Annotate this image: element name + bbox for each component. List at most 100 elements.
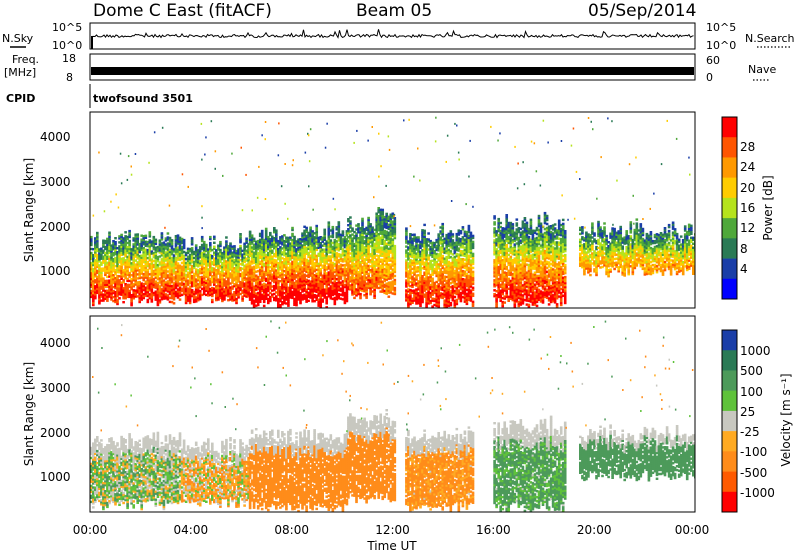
- date-title: 05/Sep/2014: [588, 1, 696, 21]
- power-range-gate-cell: [273, 268, 276, 272]
- power-range-gate-cell: [319, 274, 323, 277]
- power-range-gate-cell: [389, 221, 393, 224]
- power-range-gate-cell: [349, 222, 352, 225]
- power-range-gate-cell: [389, 215, 393, 218]
- power-range-gate-cell: [156, 265, 160, 269]
- power-range-gate-cell: [329, 229, 333, 232]
- power-range-gate-cell: [353, 292, 356, 296]
- power-range-gate-cell: [188, 293, 192, 297]
- power-range-gate-cell: [219, 270, 222, 274]
- power-range-gate-cell: [347, 232, 350, 235]
- power-range-gate-cell: [148, 241, 152, 244]
- power-range-gate-cell: [245, 271, 248, 274]
- power-range-gate-cell: [341, 268, 345, 271]
- power-range-gate-cell: [217, 298, 220, 301]
- power-range-gate-cell: [423, 251, 426, 254]
- power-range-gate-cell: [166, 232, 170, 235]
- power-range-gate-cell: [176, 264, 180, 267]
- power-range-gate-cell: [283, 260, 286, 263]
- power-range-gate-cell: [200, 235, 204, 239]
- power-range-gate-cell: [373, 278, 376, 281]
- power-range-gate-cell: [409, 300, 412, 304]
- power-range-gate-cell: [154, 254, 158, 257]
- power-range-gate-cell: [323, 294, 327, 297]
- power-range-gate-cell: [437, 303, 441, 306]
- power-range-gate-cell: [267, 277, 270, 281]
- power-range-gate-cell: [156, 285, 160, 289]
- power-range-gate-cell: [213, 287, 216, 290]
- power-range-gate-cell: [166, 258, 170, 261]
- power-range-gate-cell: [291, 256, 294, 260]
- power-range-gate-cell: [337, 253, 341, 256]
- power-range-gate-cell: [415, 294, 418, 297]
- power-range-gate-cell: [252, 245, 256, 248]
- power-range-gate-cell: [311, 270, 314, 273]
- power-range-gate-cell: [124, 295, 127, 298]
- power-range-gate-cell: [221, 255, 224, 259]
- power-range-gate-cell: [383, 269, 387, 273]
- power-range-gate-cell: [415, 256, 418, 259]
- power-range-gate-cell: [221, 283, 224, 287]
- power-range-gate-cell: [138, 282, 142, 286]
- power-range-gate-cell: [271, 251, 274, 254]
- power-range-gate-cell: [443, 267, 447, 270]
- power-range-gate-cell: [148, 251, 152, 254]
- power-range-gate-cell: [433, 291, 436, 295]
- power-range-gate-cell: [391, 274, 395, 277]
- power-range-gate-cell: [337, 223, 341, 226]
- power-range-gate-cell: [262, 262, 266, 266]
- power-range-gate-cell: [407, 304, 410, 307]
- power-range-gate-cell: [339, 243, 343, 246]
- power-range-gate-cell: [94, 259, 97, 262]
- power-range-gate-cell: [391, 226, 395, 229]
- power-range-gate-cell: [327, 281, 331, 284]
- power-range-gate-cell: [361, 253, 364, 256]
- power-range-gate-cell: [341, 298, 345, 301]
- power-range-gate-cell: [90, 281, 93, 285]
- power-range-gate-cell: [217, 260, 220, 263]
- power-range-gate-cell: [383, 215, 387, 219]
- power-range-gate-cell: [345, 246, 349, 249]
- power-range-gate-cell: [305, 290, 308, 293]
- power-range-gate-cell: [433, 303, 436, 307]
- power-range-gate-cell: [445, 259, 449, 263]
- power-range-gate-cell: [417, 280, 420, 283]
- power-range-gate-cell: [196, 277, 200, 280]
- power-range-gate-cell: [102, 267, 105, 270]
- power-range-gate-cell: [118, 287, 121, 290]
- power-range-gate-cell: [186, 249, 190, 252]
- power-range-gate-cell: [104, 265, 107, 269]
- power-range-gate-cell: [285, 278, 288, 281]
- power-range-gate-cell: [373, 294, 376, 297]
- power-range-gate-cell: [166, 252, 170, 255]
- power-range-gate-cell: [349, 276, 352, 279]
- power-range-gate-cell: [235, 277, 238, 281]
- power-range-gate-cell: [250, 290, 254, 293]
- power-range-gate-cell: [256, 279, 260, 283]
- power-range-gate-cell: [217, 244, 220, 247]
- power-range-gate-cell: [158, 243, 162, 246]
- power-range-gate-cell: [377, 264, 381, 268]
- power-range-gate-cell: [196, 291, 200, 294]
- power-range-gate-cell: [235, 263, 238, 267]
- power-range-gate-cell: [229, 250, 232, 253]
- power-range-gate-cell: [383, 233, 387, 237]
- power-range-gate-cell: [102, 251, 105, 254]
- power-range-gate-cell: [423, 243, 426, 246]
- power-range-gate-cell: [427, 232, 430, 235]
- power-range-gate-cell: [146, 282, 150, 286]
- power-range-gate-cell: [256, 257, 260, 261]
- power-range-gate-cell: [295, 304, 298, 307]
- power-range-gate-cell: [225, 286, 228, 289]
- power-range-gate-cell: [172, 292, 176, 295]
- power-range-gate-cell: [425, 238, 428, 241]
- power-range-gate-cell: [258, 238, 262, 242]
- power-range-gate-cell: [379, 258, 383, 261]
- power-range-gate-cell: [311, 280, 314, 283]
- power-range-gate-cell: [231, 275, 234, 278]
- power-range-gate-cell: [92, 271, 95, 275]
- power-range-gate-cell: [349, 280, 352, 283]
- power-range-gate-cell: [433, 287, 436, 291]
- power-range-gate-cell: [309, 228, 312, 231]
- power-range-gate-cell: [116, 264, 119, 268]
